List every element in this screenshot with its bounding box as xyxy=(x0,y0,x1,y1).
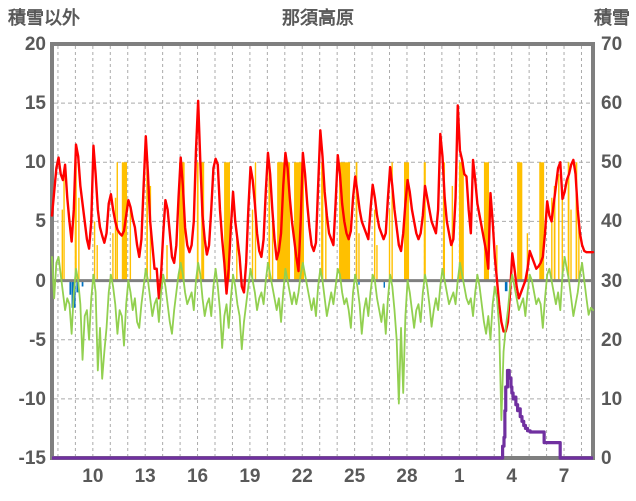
sunshine-bar xyxy=(391,162,393,281)
sunshine-bar xyxy=(458,162,464,281)
sunshine-bar xyxy=(403,162,410,281)
right-axis-tick: 60 xyxy=(601,93,623,115)
sunshine-bar xyxy=(553,185,556,281)
x-axis-tick: 7 xyxy=(558,466,570,487)
sunshine-bar xyxy=(578,221,580,281)
sunshine-bar xyxy=(561,197,563,281)
sunshine-bar xyxy=(325,197,327,281)
right-axis-tick: 50 xyxy=(601,152,623,174)
right-axis-tick: 0 xyxy=(601,448,612,469)
left-axis-tick: 0 xyxy=(35,270,46,292)
right-axis-tick: 30 xyxy=(601,270,623,292)
sunshine-bar xyxy=(442,162,446,281)
left-axis-tick: 10 xyxy=(24,152,46,174)
sunshine-bar xyxy=(558,174,560,281)
sunshine-bar xyxy=(61,209,63,281)
sunshine-bar xyxy=(496,245,498,281)
right-axis-tick: 70 xyxy=(601,34,623,55)
sunshine-bar xyxy=(517,162,523,281)
sunshine-bar xyxy=(294,162,305,281)
left-axis-tick: 20 xyxy=(24,34,46,55)
sunshine-bar xyxy=(376,245,378,281)
sunshine-bar xyxy=(196,162,199,281)
sunshine-bar xyxy=(74,162,77,281)
sunshine-bar xyxy=(388,209,391,281)
sunshine-bar xyxy=(166,245,168,281)
sunshine-bar xyxy=(63,174,65,281)
x-axis-tick: 13 xyxy=(134,466,156,487)
sunshine-bar xyxy=(423,162,426,281)
sunshine-bar xyxy=(358,233,360,281)
secondary-green-line xyxy=(51,256,594,422)
sunshine-bar xyxy=(570,209,572,281)
sunshine-bar xyxy=(236,233,238,281)
x-axis-tick: 22 xyxy=(291,466,313,487)
left-axis-tick: 15 xyxy=(24,93,46,115)
sunshine-bar xyxy=(268,162,271,281)
sunshine-bar xyxy=(129,209,132,281)
right-axis-tick: 20 xyxy=(601,329,623,351)
x-axis-tick: 16 xyxy=(186,466,209,487)
sunshine-bar xyxy=(483,162,489,281)
sunshine-bar xyxy=(373,209,376,281)
sunshine-bar xyxy=(93,221,96,281)
sunshine-bar xyxy=(114,197,117,281)
left-axis-tick: -5 xyxy=(29,329,46,351)
sunshine-bar xyxy=(567,162,570,281)
sunshine-bar xyxy=(575,162,578,281)
sunshine-bar xyxy=(355,162,358,281)
x-axis-tick: 10 xyxy=(82,466,104,487)
precipitation-bar xyxy=(383,280,385,288)
left-axis-title: 積雪以外 xyxy=(8,8,80,28)
temperature-red-line xyxy=(50,99,595,333)
sunshine-bar xyxy=(271,221,274,281)
precipitation-bar xyxy=(504,280,508,292)
left-axis-tick: -15 xyxy=(18,448,46,469)
sunshine-bar xyxy=(146,162,148,281)
x-axis-tick: 1 xyxy=(454,466,465,487)
right-axis-tick: 10 xyxy=(601,388,623,410)
x-axis-tick: 19 xyxy=(239,466,261,487)
right-axis-title: 積雪 xyxy=(594,8,630,28)
sunshine-bar xyxy=(539,162,545,281)
right-axis-tick: 40 xyxy=(601,211,623,233)
precipitation-bar xyxy=(81,280,84,287)
sunshine-bar xyxy=(78,197,80,281)
x-axis-tick: 4 xyxy=(506,466,517,487)
sunshine-bar xyxy=(112,233,114,281)
precipitation-bar xyxy=(76,280,80,293)
precipitation-bar xyxy=(358,280,360,285)
sunshine-bar xyxy=(179,162,185,281)
x-axis-tick: 28 xyxy=(396,466,418,487)
precipitation-bar xyxy=(69,280,72,295)
chart-title: 那須高原 xyxy=(282,8,354,28)
sunshine-bar xyxy=(277,162,291,281)
x-axis-tick: 25 xyxy=(344,466,366,487)
sunshine-bar xyxy=(116,162,118,281)
left-axis-tick: -10 xyxy=(18,388,46,410)
sunshine-bar xyxy=(526,233,529,281)
sunshine-bar xyxy=(251,209,254,281)
sunshine-bar xyxy=(224,162,231,281)
sunshine-bar xyxy=(551,197,553,281)
sunshine-bar xyxy=(451,185,454,281)
sunshine-bar xyxy=(96,245,98,281)
snow-depth-line xyxy=(52,368,593,460)
sunshine-bar xyxy=(321,162,324,281)
left-axis-tick: 5 xyxy=(35,211,46,233)
